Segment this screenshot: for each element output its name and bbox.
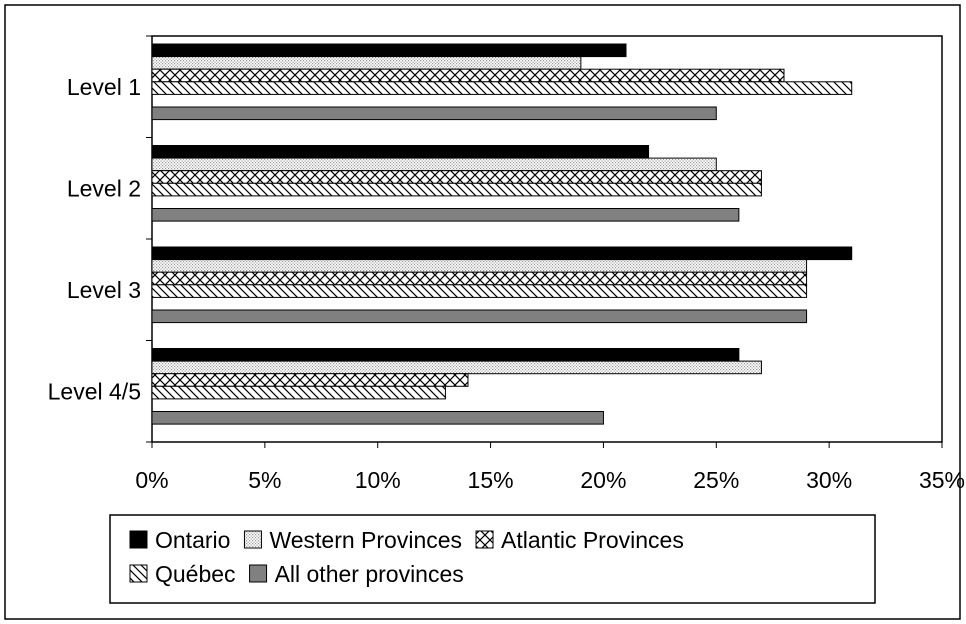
bar-level-1-qu-bec <box>151 81 853 95</box>
category-label: Level 3 <box>67 277 141 303</box>
bar-level-2-ontario <box>151 145 650 159</box>
bar-level-2-all-other-provinces <box>151 208 740 222</box>
bar-level-4-5-all-other-provinces <box>151 411 604 425</box>
category-label: Level 2 <box>67 175 141 201</box>
bar-level-4-5-qu-bec <box>151 385 446 400</box>
bar-level-3-western-provinces <box>151 259 808 273</box>
x-tick-label: 15% <box>468 467 514 493</box>
x-tick-label: 20% <box>580 467 626 493</box>
legend-label-western-provinces: Western Provinces <box>269 527 462 553</box>
bar-level-2-qu-bec <box>151 182 762 197</box>
legend-label-ontario: Ontario <box>155 527 230 553</box>
bar-level-4-5-western-provinces <box>151 360 762 375</box>
x-tick-label: 25% <box>693 467 739 493</box>
bar-level-1-western-provinces <box>151 56 582 70</box>
bar-level-4-5-atlantic-provinces <box>151 373 469 387</box>
bar-level-3-atlantic-provinces <box>151 271 808 286</box>
legend-label-atlantic-provinces: Atlantic Provinces <box>501 527 684 553</box>
legend-label-qu-bec: Québec <box>155 561 236 587</box>
category-label: Level 4/5 <box>48 378 141 404</box>
bar-level-1-all-other-provinces <box>151 106 717 121</box>
bar-level-3-ontario <box>151 246 853 261</box>
bar-level-1-ontario <box>151 43 627 58</box>
legend-swatch-all-other-provinces <box>249 564 268 583</box>
x-tick-label: 5% <box>248 467 281 493</box>
bar-level-2-western-provinces <box>151 157 717 172</box>
legend-box <box>109 514 876 604</box>
bars-group <box>146 35 853 443</box>
legend-swatch-qu-bec <box>129 564 148 583</box>
x-tick-label: 30% <box>806 467 852 493</box>
x-tick-label: 35% <box>919 467 965 493</box>
legend-swatch-western-provinces <box>243 530 262 549</box>
legend-swatch-atlantic-provinces <box>475 530 494 549</box>
bar-level-3-all-other-provinces <box>151 309 808 324</box>
category-labels: Level 1 Level 2 Level 3 Level 4/5 <box>48 74 141 405</box>
legend-swatch-ontario <box>129 530 148 549</box>
x-tick-label: 0% <box>135 467 168 493</box>
bar-level-4-5-ontario <box>151 348 740 362</box>
x-tick-label: 10% <box>355 467 401 493</box>
legend: Ontario Western Provinces Atlantic Provinc… <box>129 527 684 587</box>
x-axis-ticks: 0% 5% 10% 15% 20% 25% 30% 35% <box>135 442 965 493</box>
bar-level-2-atlantic-provinces <box>151 170 762 184</box>
bar-level-1-atlantic-provinces <box>151 68 785 83</box>
legend-label-all-other-provinces: All other provinces <box>275 561 464 587</box>
bar-level-3-qu-bec <box>151 284 808 298</box>
category-label: Level 1 <box>67 74 141 100</box>
